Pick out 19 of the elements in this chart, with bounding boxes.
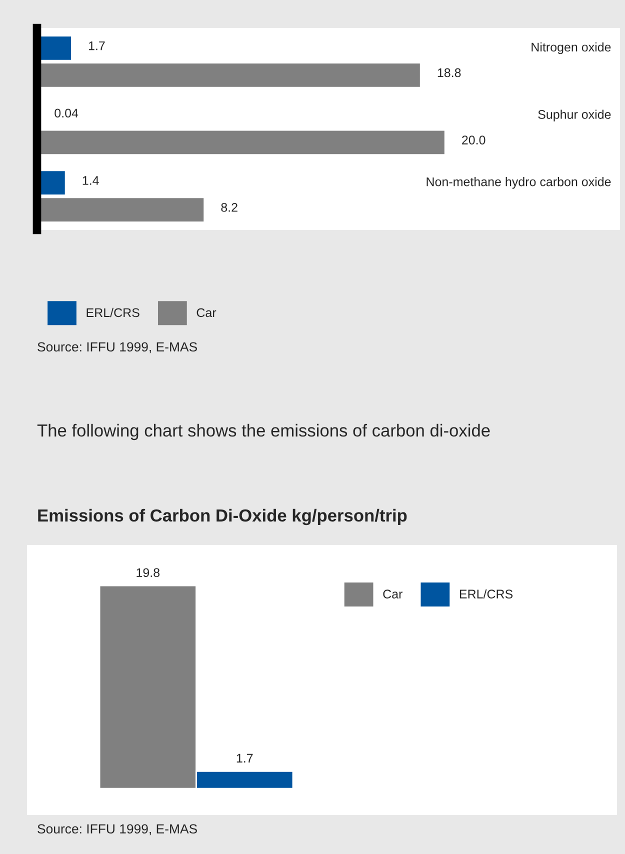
chart-title: Emissions of Carbon Di-Oxide kg/person/trip	[38, 508, 407, 526]
data-label: 1.7	[88, 41, 105, 50]
data-label: 8.2	[221, 202, 238, 212]
legend-label: Car	[196, 308, 216, 318]
data-label: 20.0	[462, 136, 486, 144]
source-note: Source: IFFU 1999, E-MAS	[38, 824, 197, 836]
data-label: 18.8	[438, 68, 461, 78]
data-label: 1.7	[236, 754, 253, 762]
y-tick-label: Nitrogen oxide	[532, 42, 611, 54]
legend-label: ERL/CRS	[86, 308, 140, 318]
y-tick-label: Suphur oxide	[538, 110, 611, 122]
data-label: 0.04	[54, 108, 78, 118]
y-tick-label: Non-methane hydro carbon oxide	[426, 177, 611, 189]
text: The following chart shows the emissions of carbon di-oxide	[37, 424, 490, 440]
data-label: 1.4	[82, 176, 99, 185]
source-note: Source: IFFU 1999, E-MAS	[38, 342, 197, 354]
data-label: 19.8	[136, 568, 160, 578]
legend-label: ERL/CRS	[460, 589, 513, 598]
legend-label: Car	[383, 590, 402, 598]
